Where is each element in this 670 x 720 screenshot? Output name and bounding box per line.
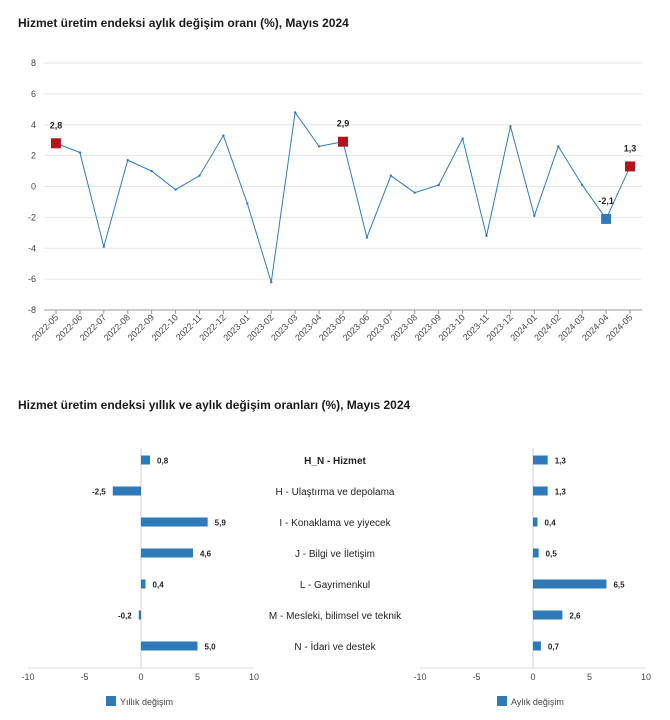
bar xyxy=(533,579,607,589)
data-label: -2,1 xyxy=(598,196,614,206)
bar xyxy=(141,517,208,527)
highlight-marker xyxy=(338,136,348,147)
data-point xyxy=(389,174,393,177)
data-label: 1,3 xyxy=(624,143,637,153)
y-tick-label: -8 xyxy=(28,305,36,315)
category-label: H - Ulaştırma ve depolama xyxy=(276,487,395,498)
data-point xyxy=(533,214,536,218)
category-label: L - Gayrimenkul xyxy=(300,580,370,591)
x-tick-label: -5 xyxy=(80,672,88,682)
bar xyxy=(533,455,548,465)
data-label: 1,3 xyxy=(555,488,567,497)
line-chart-title: Hizmet üretim endeksi aylık değişim oran… xyxy=(18,16,349,30)
y-tick-label: 4 xyxy=(31,120,36,130)
y-tick-label: 2 xyxy=(31,151,36,161)
data-point xyxy=(461,137,464,140)
x-tick-label: 5 xyxy=(195,672,200,682)
data-point xyxy=(222,134,225,137)
x-tick-label: 5 xyxy=(587,672,592,682)
data-point xyxy=(246,202,249,205)
bar xyxy=(141,641,198,651)
highlight-marker xyxy=(50,138,61,149)
data-point xyxy=(413,191,416,194)
y-tick-label: -6 xyxy=(28,274,36,284)
data-label: 0,8 xyxy=(157,457,169,466)
bar xyxy=(533,517,538,527)
legend-label: Yıllık değişim xyxy=(120,697,173,707)
data-point xyxy=(270,281,273,284)
category-label: H_N - Hizmet xyxy=(304,456,366,467)
y-tick-label: 8 xyxy=(31,58,36,68)
x-tick-label: -10 xyxy=(21,672,34,682)
data-label: 0,4 xyxy=(545,519,557,528)
data-point xyxy=(365,236,369,239)
category-label: J - Bilgi ve İletişim xyxy=(295,547,375,560)
legend-swatch xyxy=(106,696,116,706)
data-point xyxy=(509,125,512,128)
x-tick-label: 0 xyxy=(530,672,535,682)
bar-chart: H_N - Hizmet H - Ulaştırma ve depolama I -… xyxy=(21,448,651,707)
line-chart: -8-6-4-2024682022-052022-062022-072022-0… xyxy=(28,58,642,343)
data-label: 2,8 xyxy=(50,120,63,130)
bar xyxy=(138,610,141,620)
data-label: 2,9 xyxy=(337,119,350,129)
data-point xyxy=(126,159,129,162)
data-label: 5,0 xyxy=(205,643,217,652)
bar xyxy=(533,610,563,620)
bar xyxy=(112,486,141,496)
data-label: 5,9 xyxy=(215,519,227,528)
x-tick-label: -10 xyxy=(413,672,426,682)
bar xyxy=(141,548,193,558)
data-label: -2,5 xyxy=(92,488,106,497)
data-label: 2,6 xyxy=(569,612,581,621)
y-tick-label: -4 xyxy=(28,243,36,253)
bar xyxy=(141,579,146,589)
data-label: 1,3 xyxy=(555,457,567,466)
y-tick-label: 0 xyxy=(31,182,36,192)
data-point xyxy=(293,111,297,114)
x-tick-label: 2022-10 xyxy=(150,312,180,342)
bar xyxy=(141,455,151,465)
data-point xyxy=(102,245,106,248)
data-point xyxy=(150,169,153,173)
bar-chart-title: Hizmet üretim endeksi yıllık ve aylık de… xyxy=(18,398,411,412)
data-point xyxy=(174,188,177,191)
data-point xyxy=(581,183,584,187)
y-tick-label: 6 xyxy=(31,89,36,99)
x-tick-label: 0 xyxy=(138,672,143,682)
legend-swatch xyxy=(497,696,507,706)
data-point xyxy=(437,183,440,187)
data-label: 0,4 xyxy=(153,581,165,590)
legend-label: Aylık değişim xyxy=(511,697,564,707)
bar xyxy=(533,641,541,651)
data-point xyxy=(198,174,201,177)
data-point xyxy=(78,151,82,154)
x-tick-label: 10 xyxy=(249,672,259,682)
bar xyxy=(533,548,539,558)
bar xyxy=(533,486,548,496)
data-label: 4,6 xyxy=(200,550,212,559)
x-tick-label: 10 xyxy=(641,672,651,682)
data-label: -0,2 xyxy=(118,612,132,621)
x-tick-label: 2024-05 xyxy=(604,312,634,342)
category-label: I - Konaklama ve yiyecek xyxy=(279,518,391,529)
data-point xyxy=(557,145,560,148)
category-label: N - İdari ve destek xyxy=(294,640,376,653)
data-label: 6,5 xyxy=(613,581,625,590)
x-tick-label: 2023-10 xyxy=(437,312,467,342)
data-label: 0,5 xyxy=(546,550,558,559)
highlight-marker xyxy=(625,161,636,172)
data-label: 0,7 xyxy=(548,643,560,652)
y-tick-label: -2 xyxy=(28,212,36,222)
highlight-marker xyxy=(601,213,612,224)
category-label: M - Mesleki, bilimsel ve teknik xyxy=(269,611,402,622)
data-point xyxy=(485,234,488,238)
x-tick-label: -5 xyxy=(472,672,480,682)
data-point xyxy=(317,145,321,148)
